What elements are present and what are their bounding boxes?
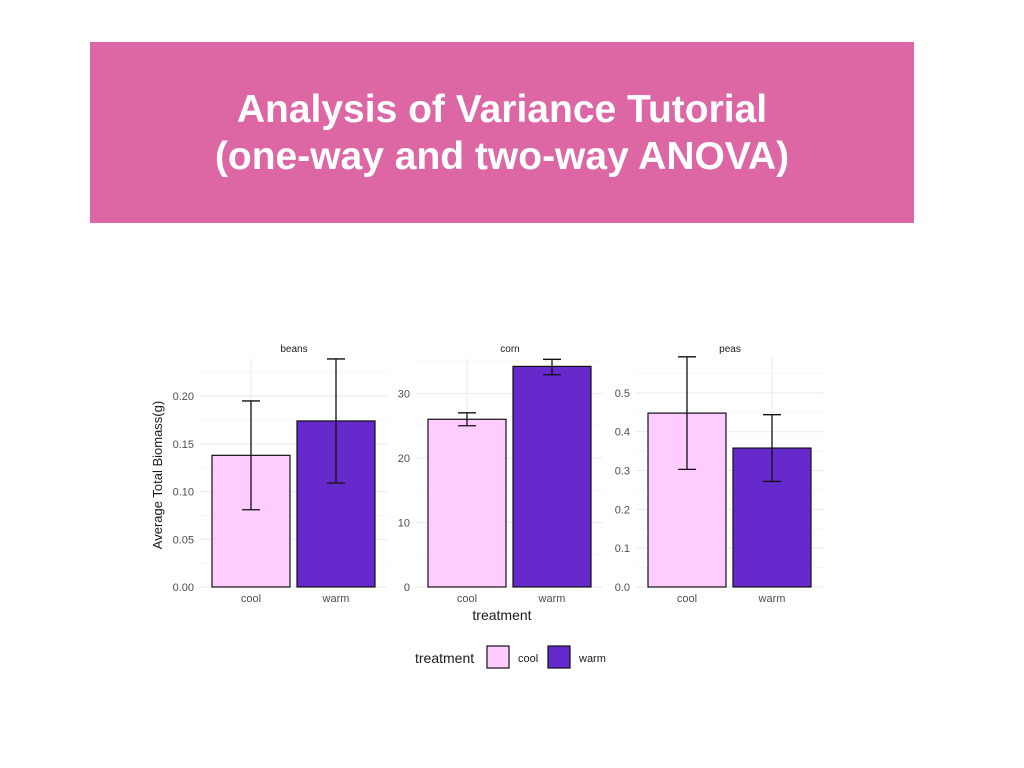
y-tick-label: 0.15 [173,439,194,451]
x-tick-label: cool [677,593,697,605]
y-tick-label: 0 [404,582,410,594]
y-tick-label: 0.5 [615,388,630,400]
y-tick-label: 0.00 [173,582,194,594]
y-tick-label: 20 [398,453,410,465]
x-axis-title: treatment [472,607,531,623]
facet-label-peas: peas [719,344,741,355]
legend-title: treatment [415,650,474,666]
x-tick-label: warm [538,593,566,605]
x-tick-label: cool [241,593,261,605]
legend-swatch-warm [547,645,571,669]
x-tick-label: warm [322,593,350,605]
y-tick-label: 0.3 [615,466,630,478]
slide-title-line-1: Analysis of Variance Tutorial [236,87,768,131]
y-tick-label: 0.20 [173,391,194,403]
facet-label-corn: corn [500,344,519,355]
facet-label-beans: beans [280,344,307,355]
bar-corn-warm [512,365,592,588]
legend-swatch-cool [486,645,510,669]
y-tick-label: 0.05 [173,534,194,546]
slide-title-line-2: (one-way and two-way ANOVA) [214,134,790,178]
y-tick-label: 0.2 [615,504,630,516]
x-tick-label: warm [758,593,786,605]
y-tick-label: 0.1 [615,543,630,555]
y-tick-label: 30 [398,388,410,400]
title-banner: Analysis of Variance Tutorial (one-way a… [90,42,914,223]
legend-label-cool: cool [518,653,538,665]
y-tick-label: 0.0 [615,582,630,594]
y-axis-title: Average Total Biomass(g) [150,401,165,549]
bar-corn-cool [427,418,507,588]
y-tick-label: 0.10 [173,487,194,499]
x-tick-label: cool [457,593,477,605]
bar-beans-cool [211,454,291,588]
y-tick-label: 10 [398,517,410,529]
y-tick-label: 0.4 [615,427,630,439]
legend-label-warm: warm [578,653,606,665]
